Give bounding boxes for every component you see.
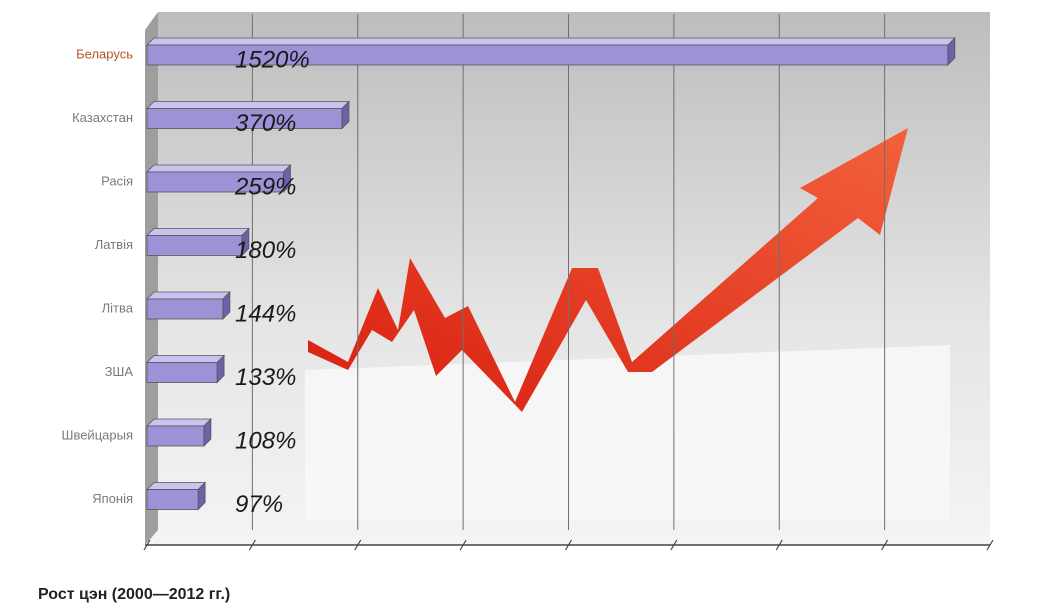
- value-label: 108%: [235, 427, 296, 454]
- side-wall: [145, 12, 158, 545]
- bar-top: [147, 229, 249, 236]
- y-tick-label: Швейцарыя: [62, 427, 133, 442]
- y-tick-label: Японія: [92, 491, 133, 506]
- bar: [147, 426, 204, 446]
- y-tick-label: ЗША: [105, 364, 134, 379]
- bar: [147, 299, 223, 319]
- value-label: 97%: [235, 491, 283, 518]
- value-label: 180%: [235, 237, 296, 264]
- bar-top: [147, 292, 230, 299]
- bar: [147, 363, 217, 383]
- bar-top: [147, 483, 205, 490]
- y-tick-label: Літва: [102, 300, 134, 315]
- bar-top: [147, 38, 955, 45]
- y-tick-label: Расія: [101, 173, 133, 188]
- chart-title: Рост цэн (2000—2012 гг.): [38, 586, 230, 603]
- value-label: 144%: [235, 300, 296, 327]
- floor: [305, 345, 950, 520]
- bar-top: [147, 165, 290, 172]
- bar-top: [147, 356, 224, 363]
- bar: [147, 490, 198, 510]
- bar-top: [147, 102, 349, 109]
- y-tick-label: Казахстан: [72, 110, 133, 125]
- value-label: 133%: [235, 364, 296, 391]
- bar: [147, 236, 242, 256]
- value-label: 1520%: [235, 46, 310, 73]
- value-label: 370%: [235, 110, 296, 137]
- y-tick-label: Беларусь: [76, 46, 133, 61]
- value-label: 259%: [234, 173, 296, 200]
- chart: Рост цэн (2000—2012 гг.) Беларусь 1520% Ка…: [0, 0, 1041, 614]
- bar-top: [147, 419, 211, 426]
- y-tick-label: Латвія: [95, 237, 133, 252]
